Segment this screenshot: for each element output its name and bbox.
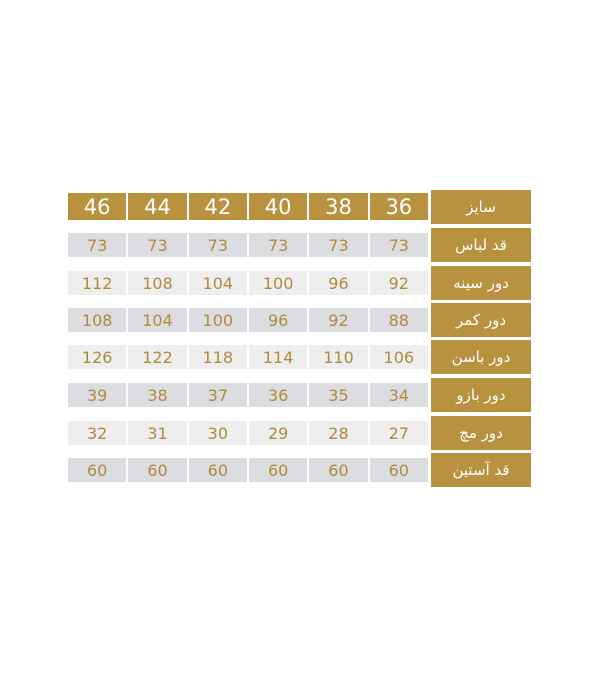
value-cell: 39	[68, 383, 127, 407]
size-header-cell: 42	[188, 193, 247, 220]
size-header-cell: 46	[68, 193, 127, 220]
row-values: 112 108 104 100 96 92	[68, 271, 428, 295]
value-cell: 37	[188, 383, 247, 407]
table-row: 60 60 60 60 60 60 قد آستین	[68, 453, 532, 487]
value-cell: 73	[68, 233, 127, 257]
value-cell: 73	[248, 233, 308, 257]
row-label: قد لباس	[431, 228, 531, 262]
value-cell: 60	[248, 458, 308, 482]
row-values: 108 104 100 96 92 88	[68, 308, 428, 332]
value-cell: 106	[369, 345, 428, 369]
size-header-cell: 36	[369, 193, 428, 220]
row-values: 39 38 37 36 35 34	[68, 383, 428, 407]
value-cell: 96	[248, 308, 308, 332]
value-cell: 60	[188, 458, 247, 482]
value-cell: 29	[248, 421, 308, 445]
value-cell: 108	[68, 308, 127, 332]
value-cell: 92	[369, 271, 428, 295]
row-values: 60 60 60 60 60 60	[68, 458, 428, 482]
size-header-label: سایز	[431, 190, 531, 224]
size-header-cell: 38	[309, 193, 368, 220]
row-label: دور باسن	[431, 340, 531, 374]
value-cell: 104	[128, 308, 187, 332]
value-cell: 28	[309, 421, 368, 445]
value-cell: 110	[309, 345, 368, 369]
row-label: دور کمر	[431, 303, 531, 337]
value-cell: 60	[369, 458, 428, 482]
value-cell: 35	[309, 383, 368, 407]
value-cell: 122	[128, 345, 187, 369]
value-cell: 60	[309, 458, 368, 482]
value-cell: 104	[188, 271, 247, 295]
row-values: 73 73 73 73 73 73	[68, 233, 428, 257]
value-cell: 112	[68, 271, 127, 295]
table-row: 39 38 37 36 35 34 دور بازو	[68, 378, 532, 412]
row-label: دور سینه	[431, 266, 531, 300]
value-cell: 118	[188, 345, 247, 369]
row-label: قد آستین	[431, 453, 531, 487]
row-values: 46 44 42 40 38 36	[68, 193, 428, 220]
table-row: 73 73 73 73 73 73 قد لباس	[68, 228, 532, 262]
table-row: 108 104 100 96 92 88 دور کمر	[68, 303, 532, 337]
table-row: 32 31 30 29 28 27 دور مچ	[68, 416, 532, 450]
row-label: دور بازو	[431, 378, 531, 412]
value-cell: 30	[188, 421, 247, 445]
size-header-cell: 40	[248, 193, 308, 220]
row-label: دور مچ	[431, 416, 531, 450]
value-cell: 32	[68, 421, 127, 445]
header-row: 46 44 42 40 38 36 سایز	[68, 190, 532, 224]
table-row: 126 122 118 114 110 106 دور باسن	[68, 340, 532, 374]
value-cell: 36	[248, 383, 308, 407]
value-cell: 100	[248, 271, 308, 295]
value-cell: 126	[68, 345, 127, 369]
row-values: 126 122 118 114 110 106	[68, 345, 428, 369]
value-cell: 108	[128, 271, 187, 295]
value-cell: 73	[188, 233, 247, 257]
value-cell: 73	[309, 233, 368, 257]
value-cell: 27	[369, 421, 428, 445]
value-cell: 38	[128, 383, 187, 407]
value-cell: 73	[369, 233, 428, 257]
value-cell: 60	[68, 458, 127, 482]
table-row: 112 108 104 100 96 92 دور سینه	[68, 266, 532, 300]
value-cell: 60	[128, 458, 187, 482]
value-cell: 114	[248, 345, 308, 369]
value-cell: 92	[309, 308, 368, 332]
value-cell: 88	[369, 308, 428, 332]
size-header-cell: 44	[128, 193, 187, 220]
value-cell: 100	[188, 308, 247, 332]
value-cell: 34	[369, 383, 428, 407]
row-values: 32 31 30 29 28 27	[68, 421, 428, 445]
value-cell: 96	[309, 271, 368, 295]
value-cell: 31	[128, 421, 187, 445]
value-cell: 73	[128, 233, 187, 257]
